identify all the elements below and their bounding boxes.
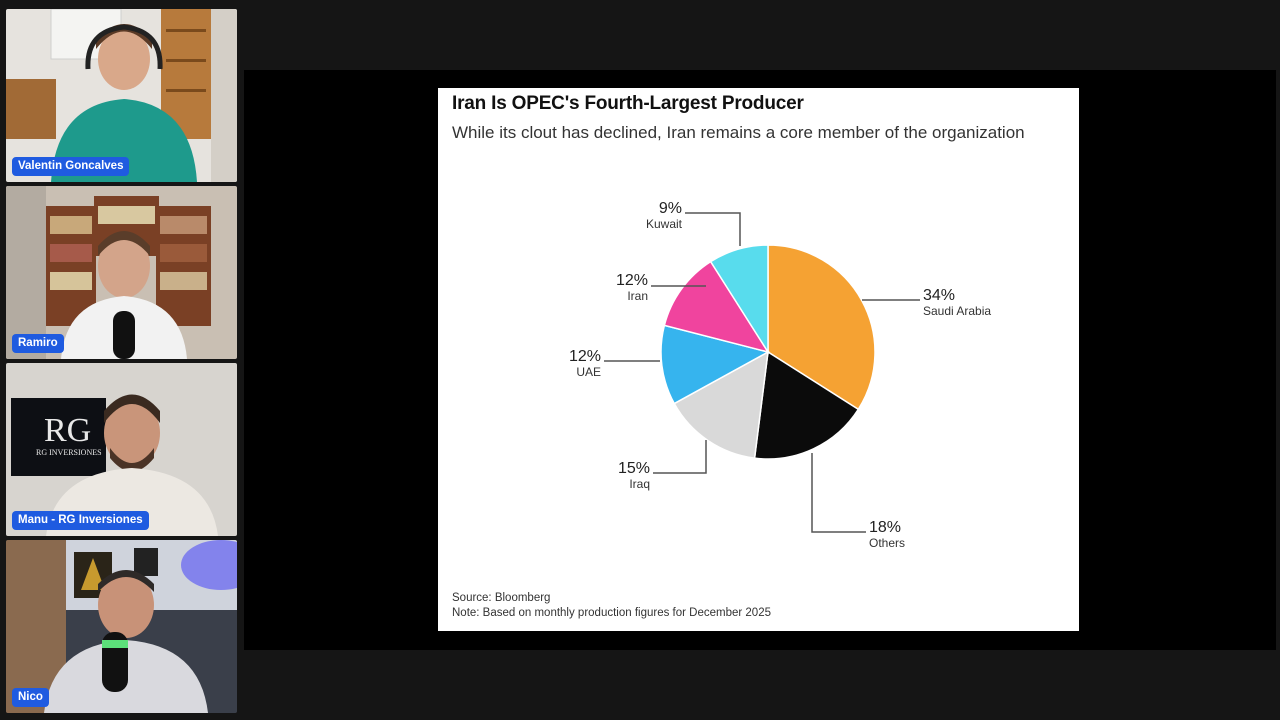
screen-logo-text: RG <box>44 412 91 449</box>
participant-video <box>6 9 237 182</box>
pie-slice-kuwait <box>709 244 769 355</box>
chart-note: Note: Based on monthly production figure… <box>452 607 771 619</box>
pie-slice-uae <box>660 324 771 405</box>
slice-percent-label: 34% <box>923 287 955 304</box>
pie-chart: 34%Saudi Arabia18%Others15%Iraq12%UAE12%… <box>569 200 991 550</box>
slice-percent-label: 15% <box>618 460 650 477</box>
participant-tile-manu[interactable]: RG RG INVERSIONES Manu - RG Inversiones <box>6 363 237 536</box>
slice-category-label: Iraq <box>629 477 650 491</box>
slice-category-label: Kuwait <box>646 217 683 231</box>
participant-video: RG RG INVERSIONES <box>6 363 237 536</box>
leader-line <box>685 212 741 246</box>
participant-tile-valentin[interactable]: Valentin Goncalves <box>6 9 237 182</box>
leader-line <box>811 453 866 533</box>
participant-video <box>6 540 237 713</box>
screen-logo-sub: RG INVERSIONES <box>36 448 102 457</box>
slice-category-label: UAE <box>576 365 601 379</box>
participant-video <box>6 186 237 359</box>
slice-category-label: Saudi Arabia <box>923 304 991 318</box>
pie-slice-others <box>753 350 860 460</box>
leader-line <box>653 440 707 474</box>
slice-percent-label: 12% <box>569 348 601 365</box>
participant-name: Manu - RG Inversiones <box>12 511 149 530</box>
slice-category-label: Others <box>869 536 905 550</box>
chart-subtitle: While its clout has declined, Iran remai… <box>452 123 1025 142</box>
participant-tile-nico[interactable]: Nico <box>6 540 237 713</box>
chart-source: Source: Bloomberg <box>452 592 551 604</box>
chart-title: Iran Is OPEC's Fourth-Largest Producer <box>452 93 804 114</box>
slice-percent-label: 12% <box>616 272 648 289</box>
participant-name: Valentin Goncalves <box>12 157 130 176</box>
participant-tile-ramiro[interactable]: Ramiro <box>6 186 237 359</box>
participant-name: Nico <box>12 688 49 707</box>
slice-percent-label: 9% <box>659 200 682 217</box>
shared-chart-slide: Iran Is OPEC's Fourth-Largest Producer W… <box>438 88 1079 631</box>
slice-category-label: Iran <box>627 289 648 303</box>
slice-percent-label: 18% <box>869 519 901 536</box>
pie-slice-iraq <box>673 350 769 459</box>
pie-slice-iran <box>663 260 770 354</box>
participant-name: Ramiro <box>12 334 64 353</box>
chart-footer: Source: Bloomberg Note: Based on monthly… <box>452 591 771 621</box>
